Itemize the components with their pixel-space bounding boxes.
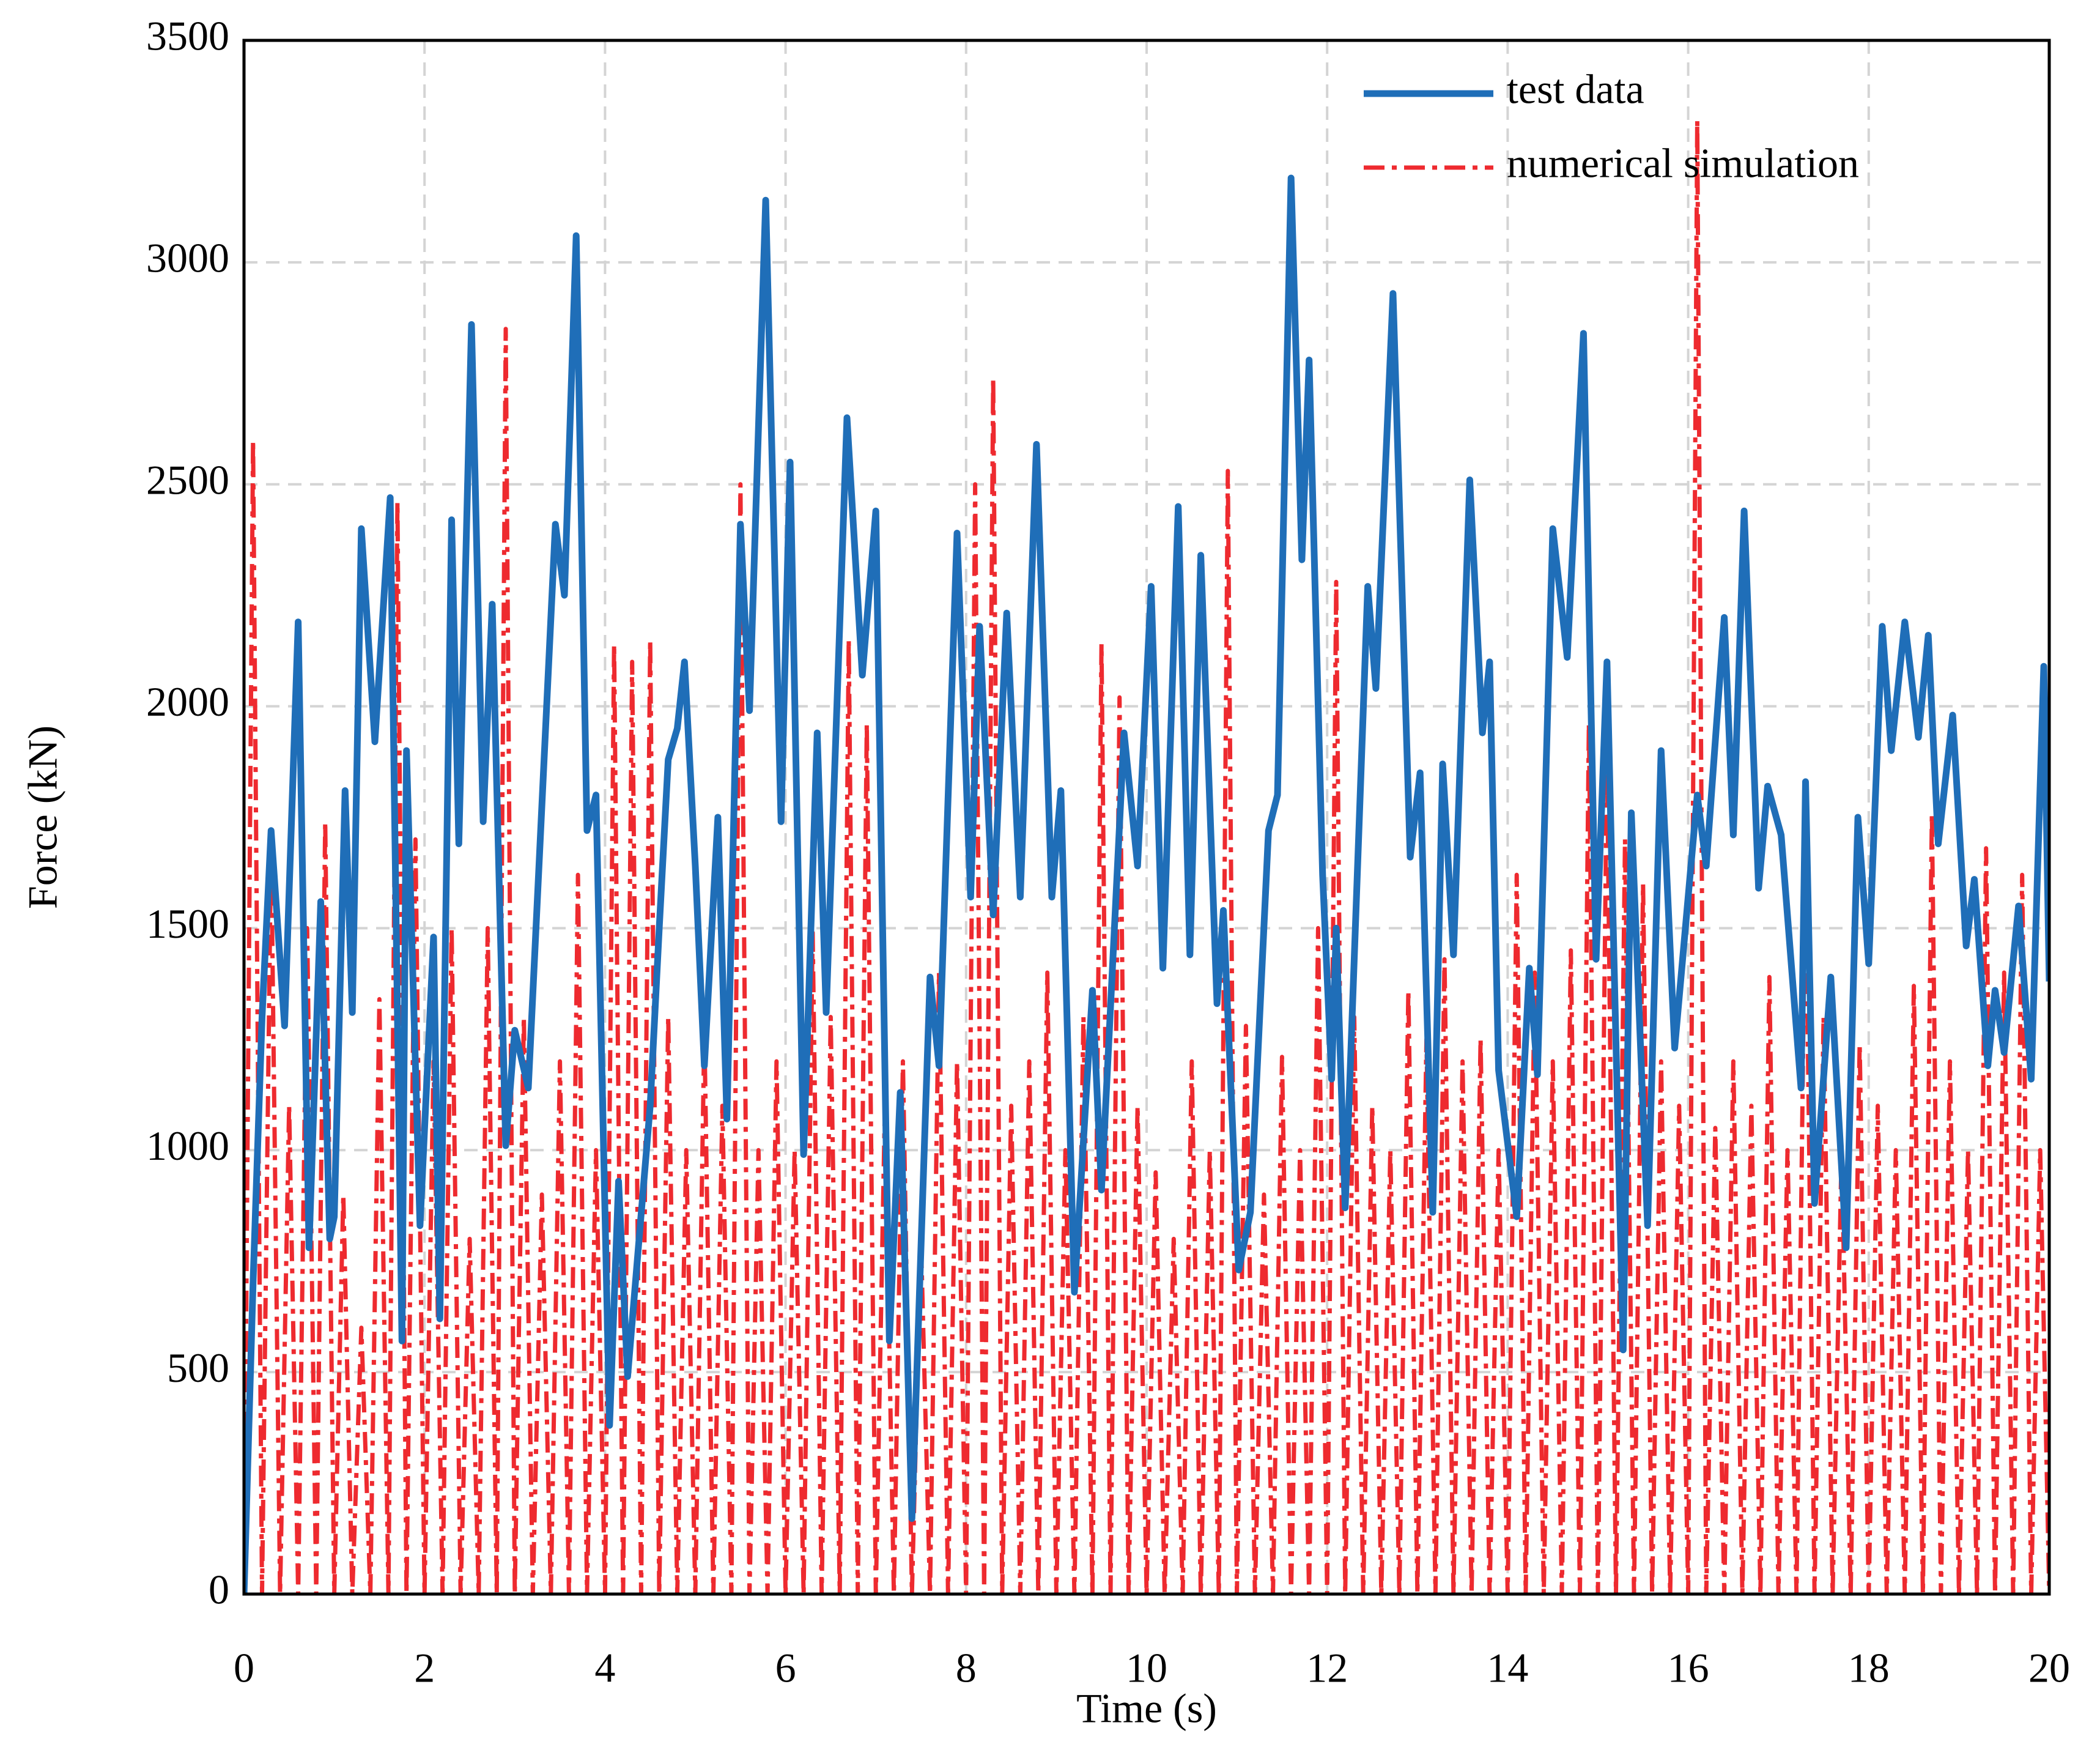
legend-label: test data: [1507, 66, 1644, 113]
x-tick-label: 4: [594, 1645, 615, 1691]
x-tick-label: 16: [1668, 1645, 1709, 1691]
plot-frame: [242, 39, 2051, 1596]
x-tick-label: 2: [414, 1645, 435, 1691]
series-line: [244, 118, 2049, 1594]
x-tick-label: 10: [1126, 1645, 1167, 1691]
x-tick-label: 0: [234, 1645, 254, 1691]
y-tick-label: 1000: [146, 1122, 229, 1169]
y-tick-label: 3500: [146, 13, 229, 59]
x-axis-label: Time (s): [1076, 1685, 1217, 1732]
legend-label: numerical simulation: [1507, 140, 1859, 187]
x-tick-label: 14: [1487, 1645, 1528, 1691]
y-tick-label: 500: [167, 1344, 229, 1391]
y-tick-label: 0: [209, 1567, 229, 1613]
y-tick-label: 2000: [146, 678, 229, 725]
y-tick-label: 3000: [146, 234, 229, 281]
x-tick-label: 8: [956, 1645, 977, 1691]
x-tick-label: 6: [775, 1645, 796, 1691]
x-tick-label: 18: [1848, 1645, 1890, 1691]
y-tick-label: 2500: [146, 456, 229, 503]
y-tick-label: 1500: [146, 900, 229, 947]
series-line: [244, 174, 2049, 1594]
x-tick-label: 20: [2028, 1645, 2070, 1691]
x-tick-label: 12: [1306, 1645, 1348, 1691]
y-axis-label: Force (kN): [20, 725, 66, 909]
